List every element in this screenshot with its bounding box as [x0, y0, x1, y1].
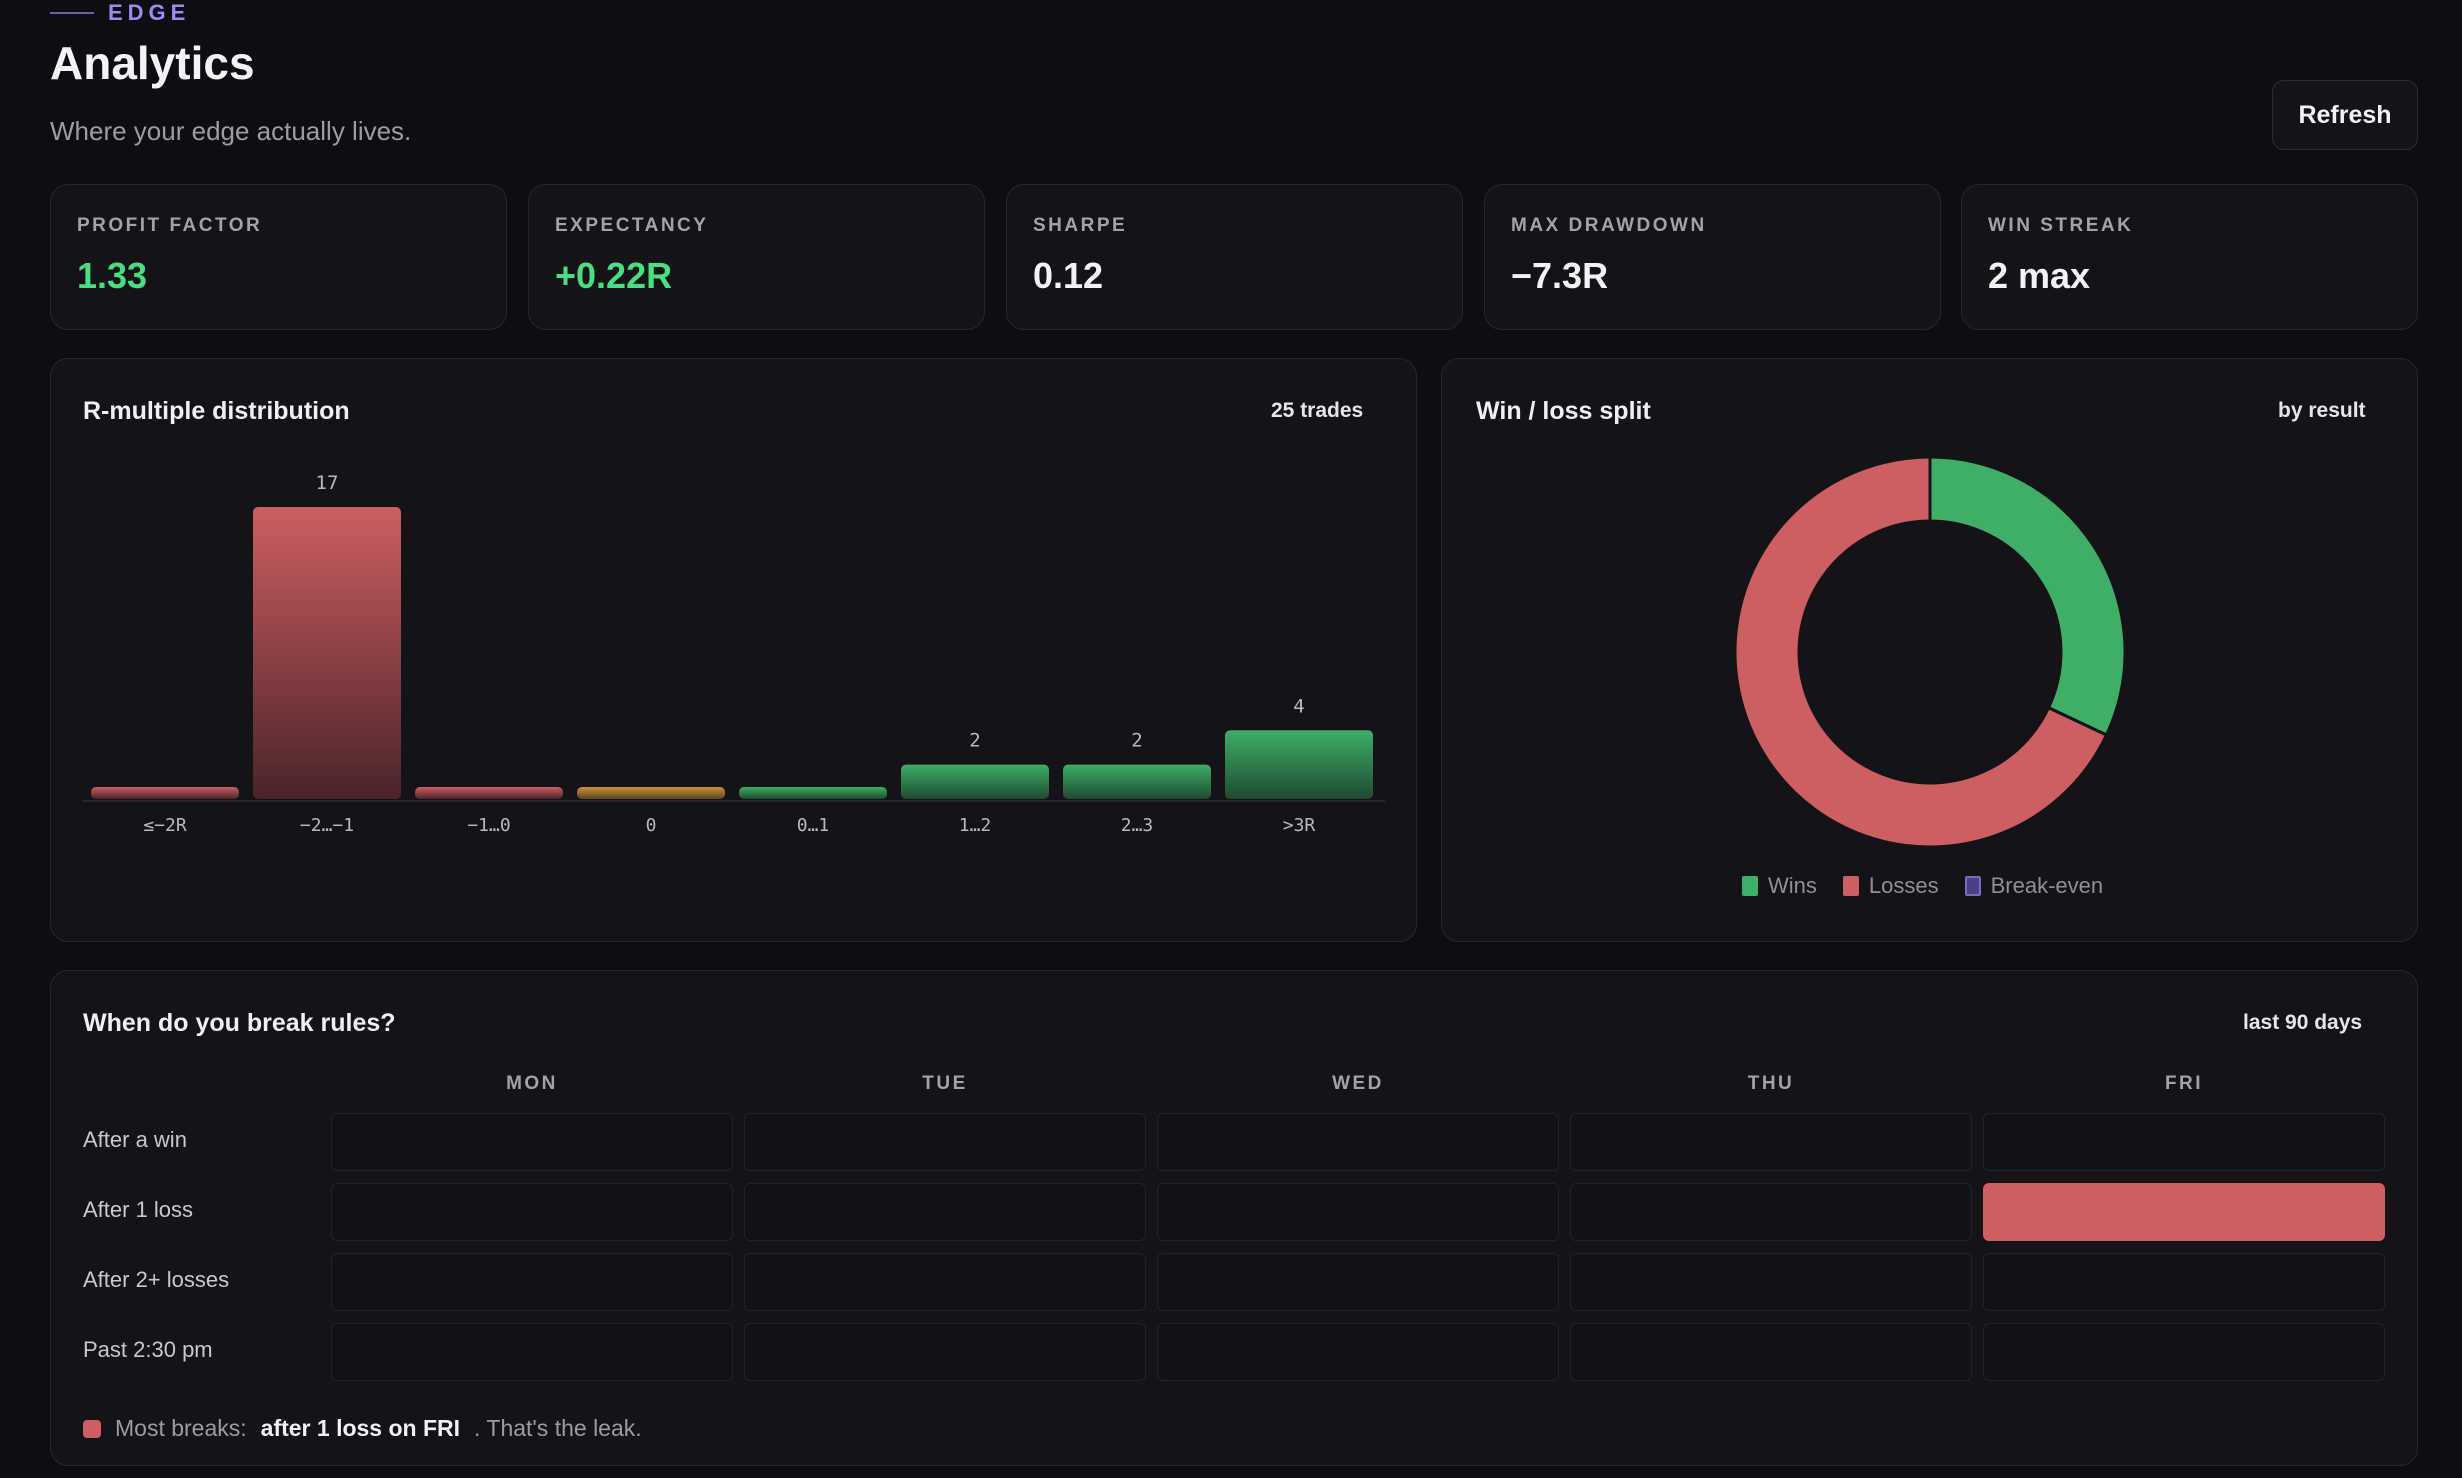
bar-1: [253, 507, 401, 799]
trade-count: 25 trades: [1271, 399, 1364, 422]
heatmap-cell[interactable]: [1570, 1113, 1972, 1171]
heatmap-cell[interactable]: [331, 1183, 733, 1241]
bar-value-label: 4: [1293, 695, 1304, 717]
heatmap-cell[interactable]: [744, 1323, 1146, 1381]
bar-value-label: 2: [1131, 730, 1142, 752]
insight-highlight: after 1 loss on FRI: [260, 1415, 461, 1441]
heatmap-cell[interactable]: [331, 1323, 733, 1381]
stat-value: 0.12: [1033, 255, 1104, 296]
win-loss-donut-chart: [1733, 455, 2127, 849]
bar-value-label: 17: [316, 472, 339, 494]
legend-swatch: [1842, 876, 1859, 896]
heatmap-row-past-230: Past 2:30 pm: [83, 1337, 213, 1362]
stat-value: 2 max: [1988, 255, 2091, 296]
legend-label: Wins: [1768, 873, 1817, 898]
heatmap-col-fri: FRI: [2164, 1073, 2204, 1094]
donut-slice-losses: [1733, 455, 2109, 849]
heatmap-cell[interactable]: [1983, 1183, 2385, 1241]
stat-label: PROFIT FACTOR: [77, 215, 263, 236]
heatmap-cell[interactable]: [744, 1253, 1146, 1311]
bar-value-label: 2: [969, 730, 980, 752]
heatmap-cell[interactable]: [331, 1113, 733, 1171]
eyebrow-text: EDGE: [108, 0, 191, 25]
heatmap-cell[interactable]: [1983, 1113, 2385, 1171]
bar-2: [415, 787, 563, 799]
refresh-button[interactable]: Refresh: [2272, 80, 2418, 150]
insight-suffix: . That's the leak.: [474, 1415, 642, 1441]
heatmap-row-after-1-loss: After 1 loss: [83, 1197, 194, 1222]
heatmap-cell[interactable]: [1570, 1253, 1972, 1311]
stat-card-win-streak: WIN STREAK 2 max: [1961, 184, 2418, 330]
heatmap-row-after-win: After a win: [83, 1127, 187, 1152]
heatmap-cell[interactable]: [1157, 1113, 1559, 1171]
heatmap-cell[interactable]: [1570, 1323, 1972, 1381]
legend-swatch: [1742, 876, 1758, 896]
x-tick-label: 2…3: [1121, 815, 1154, 836]
page-subtitle: Where your edge actually lives.: [50, 116, 412, 146]
bar-3: [577, 787, 725, 799]
split-mode: by result: [2278, 399, 2366, 422]
x-tick-label: >3R: [1283, 815, 1316, 836]
legend-label: Losses: [1868, 873, 1939, 898]
heatmap-col-tue: TUE: [922, 1073, 968, 1094]
heatmap-insight: Most breaks: after 1 loss on FRI . That'…: [83, 1415, 642, 1442]
panel-title: Win / loss split: [1476, 397, 1651, 425]
bar-0: [91, 787, 239, 799]
section-eyebrow: EDGE: [50, 0, 190, 26]
eyebrow-line: [50, 12, 94, 14]
x-tick-label: ≤−2R: [143, 815, 187, 836]
heatmap-cell[interactable]: [331, 1253, 733, 1311]
heatmap-cell[interactable]: [744, 1183, 1146, 1241]
stat-label: WIN STREAK: [1988, 215, 2134, 236]
donut-slice-wins: [1928, 455, 2127, 738]
stat-card-expectancy: EXPECTANCY +0.22R: [528, 184, 985, 330]
stat-label: SHARPE: [1033, 215, 1128, 236]
heatmap-cell[interactable]: [1157, 1253, 1559, 1311]
heatmap-row-after-2-losses: After 2+ losses: [83, 1267, 230, 1292]
insight-marker: [83, 1419, 101, 1438]
heatmap-cell[interactable]: [1983, 1253, 2385, 1311]
stat-label: MAX DRAWDOWN: [1511, 215, 1707, 236]
legend-swatch: [1964, 876, 1981, 896]
panel-title: R-multiple distribution: [83, 397, 350, 425]
x-tick-label: 1…2: [959, 815, 992, 836]
x-tick-label: −1…0: [467, 815, 510, 836]
heatmap-col-thu: THU: [1747, 1073, 1795, 1094]
stat-label: EXPECTANCY: [555, 215, 709, 236]
stat-value: +0.22R: [555, 255, 673, 296]
legend-item-break-even: Break-even: [1964, 873, 2104, 899]
legend-item-wins: Wins: [1742, 873, 1817, 899]
bar-7: [1225, 730, 1373, 799]
r-multiple-panel: R-multiple distribution 25 trades ≤−2R 17…: [50, 358, 1417, 942]
rule-break-heatmap-panel: When do you break rules? last 90 days MO…: [50, 970, 2418, 1466]
r-multiple-bar-chart: ≤−2R 17 −2…−1 −1…0 0 0…1 2 1…2 2 2…3 4 >3R: [83, 472, 1385, 836]
insight-prefix: Most breaks:: [115, 1415, 247, 1441]
heatmap-cell[interactable]: [1157, 1183, 1559, 1241]
heatmap-col-mon: MON: [506, 1073, 558, 1094]
x-tick-label: 0: [646, 815, 657, 836]
legend-label: Break-even: [1990, 873, 2104, 898]
x-tick-label: 0…1: [797, 815, 830, 836]
heatmap-cell[interactable]: [1570, 1183, 1972, 1241]
bar-6: [1063, 764, 1211, 799]
heatmap-cell[interactable]: [1157, 1323, 1559, 1381]
timeframe-label: last 90 days: [2243, 1011, 2363, 1034]
heatmap-cell[interactable]: [744, 1113, 1146, 1171]
win-loss-panel: Win / loss split by result Wins Losses B…: [1441, 358, 2418, 942]
panel-title: When do you break rules?: [83, 1009, 396, 1037]
heatmap-cell[interactable]: [1983, 1323, 2385, 1381]
stat-card-sharpe: SHARPE 0.12: [1006, 184, 1463, 330]
x-tick-label: −2…−1: [300, 815, 354, 836]
donut-legend: Wins Losses Break-even: [1742, 873, 2103, 899]
heatmap-col-wed: WED: [1332, 1073, 1384, 1094]
legend-item-losses: Losses: [1842, 873, 1939, 899]
stat-card-profit-factor: PROFIT FACTOR 1.33: [50, 184, 507, 330]
stat-value: −7.3R: [1511, 255, 1609, 296]
page-title: Analytics: [50, 37, 255, 89]
bar-5: [901, 764, 1049, 799]
stat-value: 1.33: [77, 255, 148, 296]
bar-4: [739, 787, 887, 799]
stat-card-max-drawdown: MAX DRAWDOWN −7.3R: [1484, 184, 1941, 330]
